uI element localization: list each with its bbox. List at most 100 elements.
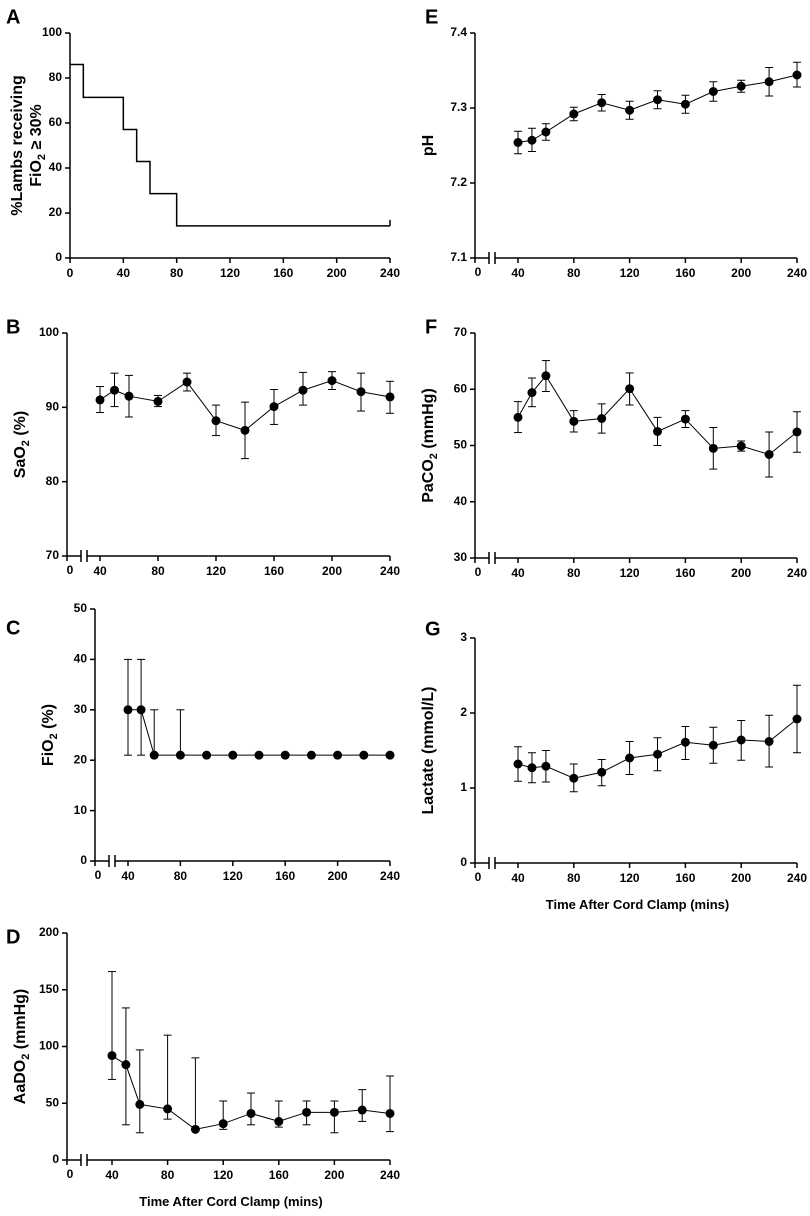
y-tick-label: 0	[460, 855, 467, 869]
data-point	[298, 385, 308, 395]
y-tick-label: 20	[74, 752, 88, 766]
panel-b: B 70 80 90 100 0 40 80 120 160 200 240 SaO2 (%)	[6, 316, 400, 578]
x-tick-label: 160	[275, 869, 295, 883]
data-point	[736, 81, 746, 91]
x-tick-label: 80	[151, 564, 165, 578]
x-tick-label: 40	[511, 871, 525, 885]
y-tick-label: 40	[49, 160, 63, 174]
x-tick-label: 120	[223, 869, 243, 883]
y-tick-label: 60	[49, 115, 63, 129]
y-axis-title-line1: %Lambs receiving	[9, 75, 26, 216]
data-point	[708, 87, 718, 96]
data-point	[107, 1051, 117, 1061]
x-tick-label: 120	[620, 266, 640, 280]
data-point	[110, 385, 119, 395]
x-tick-label: 160	[675, 566, 695, 580]
y-axis-title-tail: (%)	[40, 704, 57, 733]
y-axis-title-tail: (mmHg)	[12, 989, 29, 1054]
data-point	[240, 425, 250, 435]
y-tick-label: 10	[74, 803, 88, 817]
data-point	[302, 1107, 312, 1117]
data-point	[541, 127, 551, 137]
x-tick-label: 40	[105, 1168, 119, 1182]
x-tick-label: 160	[675, 871, 695, 885]
y-axis-title: PaCO2 (mmHg)	[420, 388, 440, 503]
x-tick-label-zero: 0	[475, 870, 482, 884]
data-point	[135, 1099, 145, 1109]
data-point	[163, 1104, 173, 1114]
data-point	[736, 441, 746, 451]
y-tick-label: 150	[39, 982, 59, 996]
data-point	[597, 98, 607, 108]
data-point	[327, 376, 337, 386]
data-point	[218, 1119, 228, 1129]
panel-d: D 0 50 100 150 200 0 40 80 120 160 200 240 Time After…	[6, 925, 400, 1209]
data-point	[123, 705, 133, 715]
data-point	[385, 392, 395, 402]
data-point	[356, 387, 366, 397]
data-point	[708, 740, 718, 750]
y-axis-title-tail: (mmHg)	[420, 388, 437, 453]
x-tick-label: 40	[511, 566, 525, 580]
y-tick-label: 50	[74, 601, 88, 615]
x-tick-label-zero: 0	[95, 868, 102, 882]
panel-a: A 0 20 40 60 80 100 0 40 80 120 160 200 240 %Lambs rec…	[6, 6, 400, 280]
panel-label: A	[6, 6, 20, 28]
data-point	[764, 77, 774, 87]
x-tick-label: 80	[567, 566, 581, 580]
data-point	[211, 416, 221, 426]
panel-e: E 7.1 7.2 7.3 7.4 0 40 80 120 160 200 240 pH	[420, 6, 807, 280]
data-point	[569, 773, 579, 783]
x-tick-label: 80	[567, 266, 581, 280]
x-tick-label: 120	[206, 564, 226, 578]
x-tick-label: 200	[731, 266, 751, 280]
data-point	[385, 750, 395, 760]
panel-f: F 30 40 50 60 70 0 40 80 120 160 200 240 PaCO2 (mmHg)	[420, 316, 807, 580]
y-axis-title-main: FiO	[40, 739, 57, 766]
panel-label: F	[425, 316, 437, 338]
x-tick-label-zero: 0	[67, 563, 74, 577]
x-tick-label: 0	[67, 266, 74, 280]
data-point	[175, 750, 185, 760]
data-point	[513, 759, 523, 769]
panel-label: G	[425, 618, 441, 640]
y-tick-label: 0	[55, 250, 62, 264]
data-point	[625, 105, 635, 115]
x-tick-label: 240	[380, 1168, 400, 1182]
data-point	[527, 135, 537, 145]
data-point	[708, 443, 718, 453]
data-point	[527, 763, 537, 773]
y-tick-label: 1	[460, 780, 467, 794]
y-tick-label: 90	[46, 400, 60, 414]
step-line	[70, 63, 390, 227]
x-tick-label: 160	[264, 564, 284, 578]
data-point	[625, 384, 635, 394]
data-point	[95, 395, 105, 405]
series-line	[111, 1055, 391, 1130]
data-point	[513, 138, 523, 147]
y-axis-title-tail: (%)	[12, 411, 29, 440]
panel-g: G 0 1 2 3 0 40 80 120 160 200 240 Time After Cord Cl…	[420, 618, 807, 912]
y-tick-label: 40	[74, 652, 88, 666]
y-tick-label: 70	[46, 548, 60, 562]
data-point	[680, 737, 690, 747]
y-tick-label: 200	[39, 925, 59, 939]
x-tick-label: 200	[731, 566, 751, 580]
data-point	[124, 391, 134, 401]
panel-label: B	[6, 316, 20, 338]
data-point	[680, 414, 690, 424]
y-tick-label: 50	[454, 438, 468, 452]
series-line	[128, 709, 390, 756]
data-point	[274, 1116, 284, 1126]
data-point	[182, 377, 192, 387]
data-point	[153, 396, 163, 406]
y-tick-label: 7.1	[450, 250, 467, 264]
y-axis-title-main: AaDO	[12, 1060, 29, 1104]
data-point	[792, 70, 802, 80]
x-tick-label: 40	[121, 869, 135, 883]
x-tick-label-zero: 0	[475, 265, 482, 279]
x-tick-label: 160	[273, 266, 293, 280]
y-tick-label: 0	[52, 1152, 59, 1166]
x-tick-label: 200	[324, 1168, 344, 1182]
data-point	[246, 1108, 256, 1118]
